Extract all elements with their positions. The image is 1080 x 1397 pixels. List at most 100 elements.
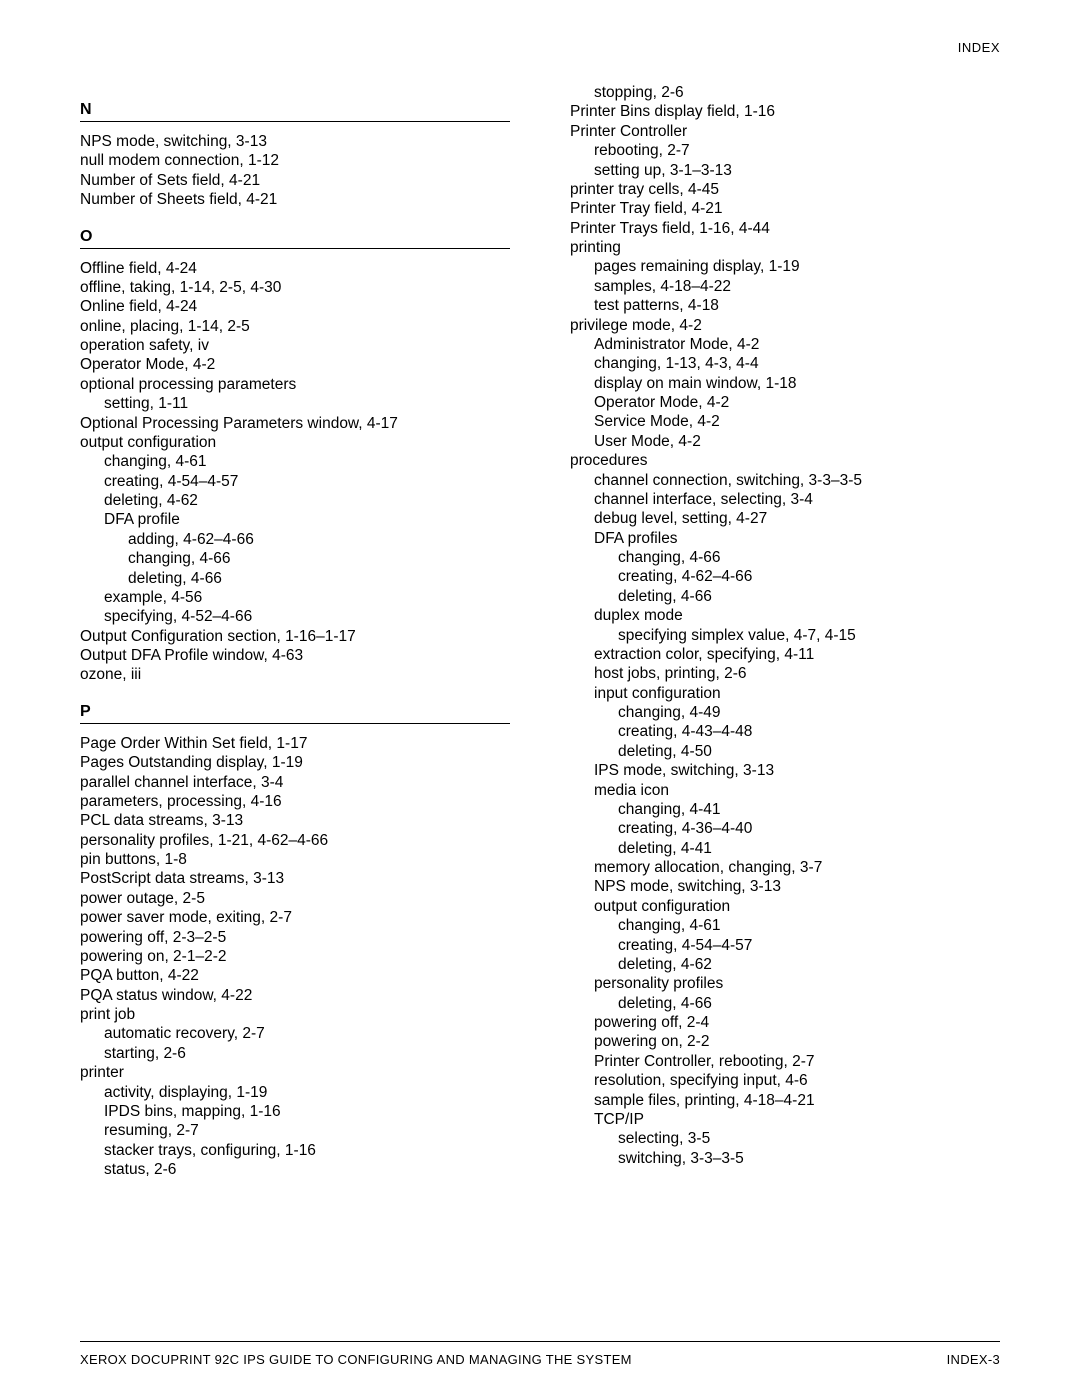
index-entry: Offline field, 4-24 — [80, 259, 510, 278]
index-entry: print job — [80, 1005, 510, 1024]
index-entry: pages remaining display, 1-19 — [570, 257, 1000, 276]
index-entry: powering off, 2-3–2-5 — [80, 928, 510, 947]
index-entry: printing — [570, 238, 1000, 257]
index-entry: personality profiles — [570, 974, 1000, 993]
index-entry: online, placing, 1-14, 2-5 — [80, 317, 510, 336]
index-entry: deleting, 4-66 — [80, 569, 510, 588]
index-entry: IPDS bins, mapping, 1-16 — [80, 1102, 510, 1121]
index-entry: powering on, 2-1–2-2 — [80, 947, 510, 966]
section-rule — [80, 723, 510, 724]
index-entry: host jobs, printing, 2-6 — [570, 664, 1000, 683]
index-entry: deleting, 4-66 — [570, 587, 1000, 606]
index-entry: extraction color, specifying, 4-11 — [570, 645, 1000, 664]
index-entry: Printer Trays field, 1-16, 4-44 — [570, 219, 1000, 238]
index-entry: operation safety, iv — [80, 336, 510, 355]
index-entry: resuming, 2-7 — [80, 1121, 510, 1140]
index-entry: procedures — [570, 451, 1000, 470]
index-right-column: stopping, 2-6Printer Bins display field,… — [570, 83, 1000, 1179]
index-entry: Optional Processing Parameters window, 4… — [80, 414, 510, 433]
index-entry: ozone, iii — [80, 665, 510, 684]
index-entry: User Mode, 4-2 — [570, 432, 1000, 451]
index-entry: starting, 2-6 — [80, 1044, 510, 1063]
index-entry: creating, 4-43–4-48 — [570, 722, 1000, 741]
index-entry: PCL data streams, 3-13 — [80, 811, 510, 830]
index-section-letter: N — [80, 101, 510, 119]
index-entry: NPS mode, switching, 3-13 — [570, 877, 1000, 896]
index-entry: resolution, specifying input, 4-6 — [570, 1071, 1000, 1090]
index-entry: Printer Bins display field, 1-16 — [570, 102, 1000, 121]
index-entry: debug level, setting, 4-27 — [570, 509, 1000, 528]
index-entry: pin buttons, 1-8 — [80, 850, 510, 869]
index-entry: input configuration — [570, 684, 1000, 703]
index-entry: power outage, 2-5 — [80, 889, 510, 908]
index-left-column: N NPS mode, switching, 3-13null modem con… — [80, 83, 510, 1179]
index-entry: Printer Controller, rebooting, 2-7 — [570, 1052, 1000, 1071]
index-entry: NPS mode, switching, 3-13 — [80, 132, 510, 151]
index-entry: Printer Controller — [570, 122, 1000, 141]
index-entry: adding, 4-62–4-66 — [80, 530, 510, 549]
index-section-letter: O — [80, 228, 510, 246]
index-entry: changing, 1-13, 4-3, 4-4 — [570, 354, 1000, 373]
index-entry: deleting, 4-41 — [570, 839, 1000, 858]
index-entry: IPS mode, switching, 3-13 — [570, 761, 1000, 780]
index-entry: Number of Sheets field, 4-21 — [80, 190, 510, 209]
index-entry: rebooting, 2-7 — [570, 141, 1000, 160]
index-entry: Output DFA Profile window, 4-63 — [80, 646, 510, 665]
index-entry: changing, 4-61 — [80, 452, 510, 471]
index-entry: Printer Tray field, 4-21 — [570, 199, 1000, 218]
section-rule — [80, 248, 510, 249]
index-entry: printer tray cells, 4-45 — [570, 180, 1000, 199]
page-footer: XEROX DOCUPRINT 92C IPS GUIDE TO CONFIGU… — [80, 1341, 1000, 1367]
index-entry: setting up, 3-1–3-13 — [570, 161, 1000, 180]
index-entry: Administrator Mode, 4-2 — [570, 335, 1000, 354]
index-entry: creating, 4-36–4-40 — [570, 819, 1000, 838]
index-entry: duplex mode — [570, 606, 1000, 625]
index-entry: switching, 3-3–3-5 — [570, 1149, 1000, 1168]
footer-left-text: XEROX DOCUPRINT 92C IPS GUIDE TO CONFIGU… — [80, 1352, 632, 1367]
index-entry: deleting, 4-62 — [570, 955, 1000, 974]
index-entry: status, 2-6 — [80, 1160, 510, 1179]
index-entry: creating, 4-62–4-66 — [570, 567, 1000, 586]
page-header-label: INDEX — [80, 40, 1000, 55]
index-entry: DFA profiles — [570, 529, 1000, 548]
index-entry: display on main window, 1-18 — [570, 374, 1000, 393]
index-entry: parameters, processing, 4-16 — [80, 792, 510, 811]
index-entry: creating, 4-54–4-57 — [80, 472, 510, 491]
index-entry: optional processing parameters — [80, 375, 510, 394]
index-entry: channel interface, selecting, 3-4 — [570, 490, 1000, 509]
index-entry: changing, 4-61 — [570, 916, 1000, 935]
index-entry: samples, 4-18–4-22 — [570, 277, 1000, 296]
index-entry: output configuration — [570, 897, 1000, 916]
index-entry: creating, 4-54–4-57 — [570, 936, 1000, 955]
index-entry: null modem connection, 1-12 — [80, 151, 510, 170]
index-entry: personality profiles, 1-21, 4-62–4-66 — [80, 831, 510, 850]
index-entry: changing, 4-41 — [570, 800, 1000, 819]
index-entry: specifying, 4-52–4-66 — [80, 607, 510, 626]
index-entry: stacker trays, configuring, 1-16 — [80, 1141, 510, 1160]
index-entry: power saver mode, exiting, 2-7 — [80, 908, 510, 927]
index-entry: Pages Outstanding display, 1-19 — [80, 753, 510, 772]
index-entry: Operator Mode, 4-2 — [570, 393, 1000, 412]
footer-right-text: INDEX-3 — [947, 1352, 1000, 1367]
index-entry: memory allocation, changing, 3-7 — [570, 858, 1000, 877]
index-entry: changing, 4-66 — [80, 549, 510, 568]
index-entry: output configuration — [80, 433, 510, 452]
index-columns: NNPS mode, switching, 3-13null modem con… — [80, 83, 1000, 1179]
index-entry: changing, 4-66 — [570, 548, 1000, 567]
index-entry: printer — [80, 1063, 510, 1082]
index-entry: setting, 1-11 — [80, 394, 510, 413]
index-entry: PostScript data streams, 3-13 — [80, 869, 510, 888]
index-entry: example, 4-56 — [80, 588, 510, 607]
index-entry: PQA button, 4-22 — [80, 966, 510, 985]
index-entry: media icon — [570, 781, 1000, 800]
footer-rule — [80, 1341, 1000, 1342]
index-entry: Page Order Within Set field, 1-17 — [80, 734, 510, 753]
index-section-letter: P — [80, 703, 510, 721]
index-entry: sample files, printing, 4-18–4-21 — [570, 1091, 1000, 1110]
index-entry: test patterns, 4-18 — [570, 296, 1000, 315]
index-entry: Online field, 4-24 — [80, 297, 510, 316]
index-entry: deleting, 4-50 — [570, 742, 1000, 761]
index-entry: deleting, 4-66 — [570, 994, 1000, 1013]
index-entry: stopping, 2-6 — [570, 83, 1000, 102]
index-entry: Operator Mode, 4-2 — [80, 355, 510, 374]
